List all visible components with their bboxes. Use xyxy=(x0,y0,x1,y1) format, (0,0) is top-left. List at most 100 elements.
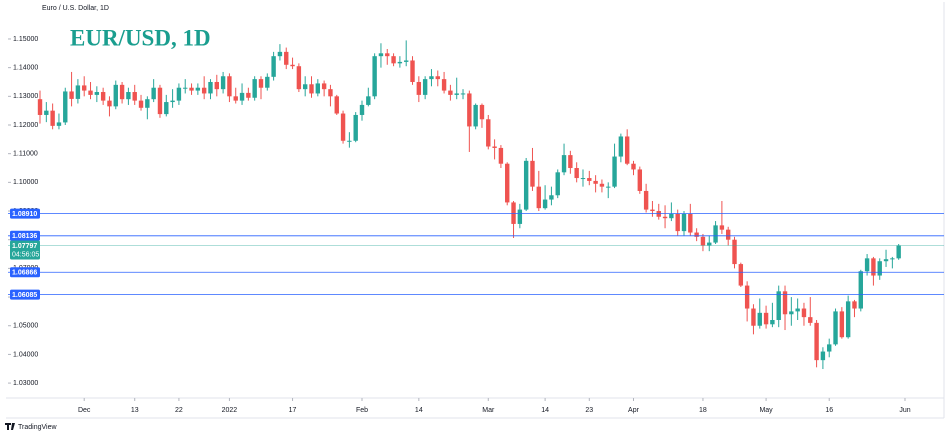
last-price-label: 1.07797 xyxy=(12,243,37,250)
candle-body xyxy=(732,239,737,265)
candle-body xyxy=(113,84,118,107)
candle-body xyxy=(606,186,611,188)
candle-body xyxy=(782,291,788,315)
candle-body xyxy=(770,320,775,325)
candle-body xyxy=(523,160,529,210)
candle-body xyxy=(555,172,560,196)
candle-body xyxy=(290,64,295,67)
candle-body xyxy=(858,271,863,309)
y-tick-label: 1.13000 xyxy=(13,93,38,100)
chart-subtitle: Euro / U.S. Dollar, 1D xyxy=(42,5,109,12)
candle-body xyxy=(473,104,478,127)
candle-body xyxy=(119,84,125,100)
candle-body xyxy=(195,87,201,91)
candle-body xyxy=(631,163,636,170)
candle-body xyxy=(776,291,781,320)
candle-body xyxy=(789,311,794,315)
candle-body xyxy=(542,199,548,209)
x-tick-label: 22 xyxy=(175,407,183,414)
candle-body xyxy=(347,140,352,142)
candle-body xyxy=(176,87,182,101)
candle-body xyxy=(391,56,396,64)
candle-body xyxy=(801,308,807,318)
candle-body xyxy=(227,76,232,97)
y-tick-label: 1.14000 xyxy=(13,64,38,71)
candle-body xyxy=(315,83,321,94)
level-label: 1.06866 xyxy=(12,270,37,277)
candle-body xyxy=(833,311,838,345)
candle-body xyxy=(429,76,434,80)
x-tick-label: 2022 xyxy=(222,407,238,414)
candle-body xyxy=(56,122,62,126)
candle-body xyxy=(707,242,712,246)
candle-body xyxy=(549,195,554,200)
candle-body xyxy=(366,96,371,105)
candle-body xyxy=(580,178,586,180)
candle-body xyxy=(353,114,358,141)
candle-body xyxy=(896,245,901,259)
candle-body xyxy=(662,216,668,219)
x-tick-label: Dec xyxy=(78,407,91,414)
candle-body xyxy=(530,160,535,187)
candle-body xyxy=(675,213,680,232)
countdown: 04:56:05 xyxy=(12,251,39,258)
candle-body xyxy=(183,87,188,89)
candle-body xyxy=(340,113,346,141)
candle-body xyxy=(201,87,207,94)
candle-body xyxy=(416,81,422,95)
candle-body xyxy=(233,96,238,101)
candle-body xyxy=(713,225,718,243)
candle-body xyxy=(574,168,579,179)
candle-body xyxy=(126,92,131,100)
level-label-box xyxy=(10,208,40,219)
candle-body xyxy=(75,85,81,99)
candle-body xyxy=(44,110,49,115)
candle-body xyxy=(284,51,289,65)
candle-body xyxy=(252,79,257,98)
candle-body xyxy=(138,100,144,108)
candle-body xyxy=(725,229,731,240)
candle-body xyxy=(536,186,541,209)
candle-body xyxy=(397,61,403,64)
candle-body xyxy=(568,155,573,169)
y-tick-label: 1.03000 xyxy=(13,380,38,387)
candle-body xyxy=(839,311,845,338)
candle-body xyxy=(681,213,687,232)
candle-body xyxy=(151,87,156,100)
candle-body xyxy=(467,93,472,127)
candle-body xyxy=(814,322,819,361)
x-tick-label: 23 xyxy=(585,407,593,414)
candle-body xyxy=(808,317,813,323)
candle-body xyxy=(637,169,643,191)
y-tick-label: 1.05000 xyxy=(13,323,38,330)
x-tick-label: 14 xyxy=(541,407,549,414)
candle-body xyxy=(309,84,314,94)
candle-body xyxy=(593,180,598,184)
y-tick-label: 1.12000 xyxy=(13,122,38,129)
candle-body xyxy=(587,178,592,181)
candle-body xyxy=(511,202,516,224)
candle-body xyxy=(82,85,87,91)
candle-body xyxy=(277,51,283,57)
candle-body xyxy=(757,312,762,326)
candle-body xyxy=(385,53,390,57)
candle-body xyxy=(145,99,150,108)
level-label-box xyxy=(10,289,40,300)
candle-body xyxy=(271,56,276,77)
candle-body xyxy=(378,53,384,57)
level-label: 1.08910 xyxy=(12,211,37,218)
candle-body xyxy=(189,87,194,91)
candle-body xyxy=(624,136,630,164)
candle-body xyxy=(157,87,163,115)
candle-body xyxy=(88,90,93,95)
candle-body xyxy=(852,301,857,309)
candle-body xyxy=(827,344,832,352)
candle-body xyxy=(795,308,800,312)
candle-body xyxy=(321,83,327,90)
level-label-box xyxy=(10,267,40,278)
candle-body xyxy=(69,91,74,99)
candle-body xyxy=(738,264,744,286)
candle-body xyxy=(517,209,523,224)
